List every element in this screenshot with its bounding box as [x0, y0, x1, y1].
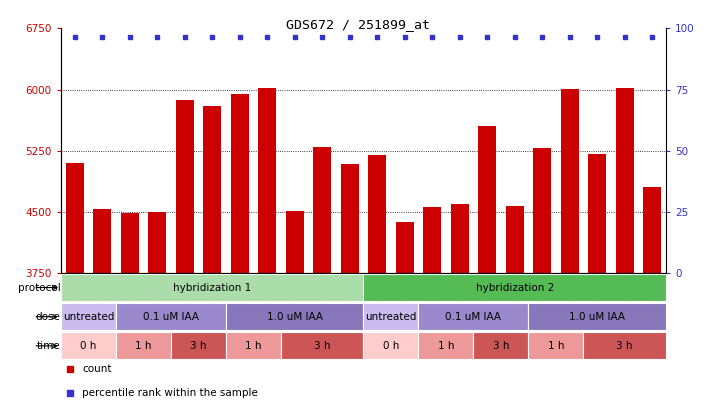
Text: time: time — [37, 341, 60, 351]
Bar — [423, 207, 441, 273]
Bar — [533, 148, 551, 273]
Text: 1 h: 1 h — [548, 341, 564, 351]
Bar — [505, 206, 523, 273]
Text: percentile rank within the sample: percentile rank within the sample — [82, 388, 258, 398]
Bar — [281, 333, 364, 359]
Text: 0 h: 0 h — [80, 341, 97, 351]
Bar — [66, 163, 84, 273]
Bar — [116, 333, 171, 359]
Text: 3 h: 3 h — [616, 341, 633, 351]
Bar — [643, 188, 661, 273]
Bar — [93, 209, 111, 273]
Text: hybridization 1: hybridization 1 — [173, 283, 251, 292]
Text: 0.1 uM IAA: 0.1 uM IAA — [143, 312, 199, 322]
Bar — [231, 94, 248, 273]
Bar — [286, 211, 304, 273]
Bar — [121, 213, 139, 273]
Text: 1 h: 1 h — [437, 341, 454, 351]
Bar — [528, 303, 666, 330]
Text: 1.0 uM IAA: 1.0 uM IAA — [266, 312, 323, 322]
Text: 1 h: 1 h — [245, 341, 261, 351]
Bar — [616, 88, 634, 273]
Bar — [116, 303, 226, 330]
Bar — [226, 333, 281, 359]
Bar — [175, 100, 193, 273]
Bar — [226, 303, 364, 330]
Text: hybridization 2: hybridization 2 — [475, 283, 553, 292]
Text: 1 h: 1 h — [135, 341, 152, 351]
Bar — [61, 274, 364, 301]
Text: dose: dose — [35, 312, 60, 322]
Bar — [561, 89, 579, 273]
Bar — [473, 333, 528, 359]
Text: 3 h: 3 h — [190, 341, 207, 351]
Bar — [61, 333, 116, 359]
Text: 3 h: 3 h — [314, 341, 330, 351]
Bar — [364, 303, 418, 330]
Text: untreated: untreated — [63, 312, 114, 322]
Bar — [584, 333, 666, 359]
Text: untreated: untreated — [365, 312, 417, 322]
Bar — [418, 303, 528, 330]
Bar — [313, 147, 331, 273]
Bar — [61, 303, 116, 330]
Bar — [418, 333, 473, 359]
Text: GDS672 / 251899_at: GDS672 / 251899_at — [286, 18, 430, 31]
Bar — [396, 222, 414, 273]
Bar — [203, 106, 221, 273]
Text: protocol: protocol — [18, 283, 60, 292]
Bar — [478, 126, 496, 273]
Bar — [450, 205, 468, 273]
Text: 0.1 uM IAA: 0.1 uM IAA — [445, 312, 501, 322]
Bar — [364, 333, 418, 359]
Bar — [258, 88, 276, 273]
Bar — [341, 164, 359, 273]
Bar — [148, 212, 166, 273]
Bar — [171, 333, 226, 359]
Bar — [588, 154, 606, 273]
Bar — [368, 155, 386, 273]
Text: 1.0 uM IAA: 1.0 uM IAA — [569, 312, 625, 322]
Text: 3 h: 3 h — [493, 341, 509, 351]
Bar — [364, 274, 666, 301]
Bar — [528, 333, 584, 359]
Text: 0 h: 0 h — [382, 341, 399, 351]
Text: count: count — [82, 364, 112, 373]
